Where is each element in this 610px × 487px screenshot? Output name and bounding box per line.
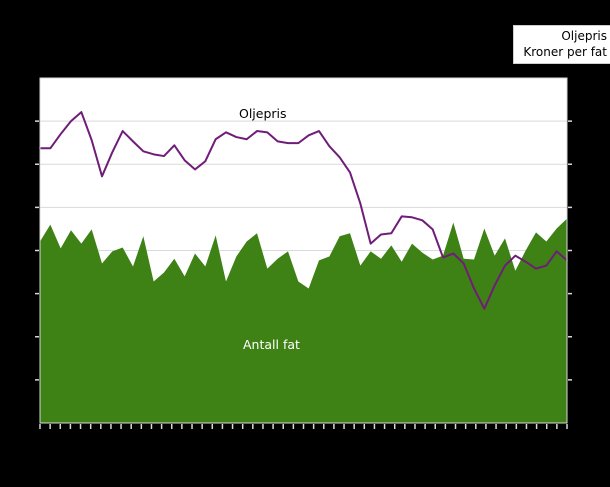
legend-subtitle: Kroner per fat <box>523 45 607 59</box>
oljepris-series-label: Oljepris <box>239 106 287 121</box>
antall-fat-series-label: Antall fat <box>243 337 300 352</box>
legend-box: Oljepris Kroner per fat <box>513 25 610 64</box>
legend-title: Oljepris <box>561 29 607 43</box>
